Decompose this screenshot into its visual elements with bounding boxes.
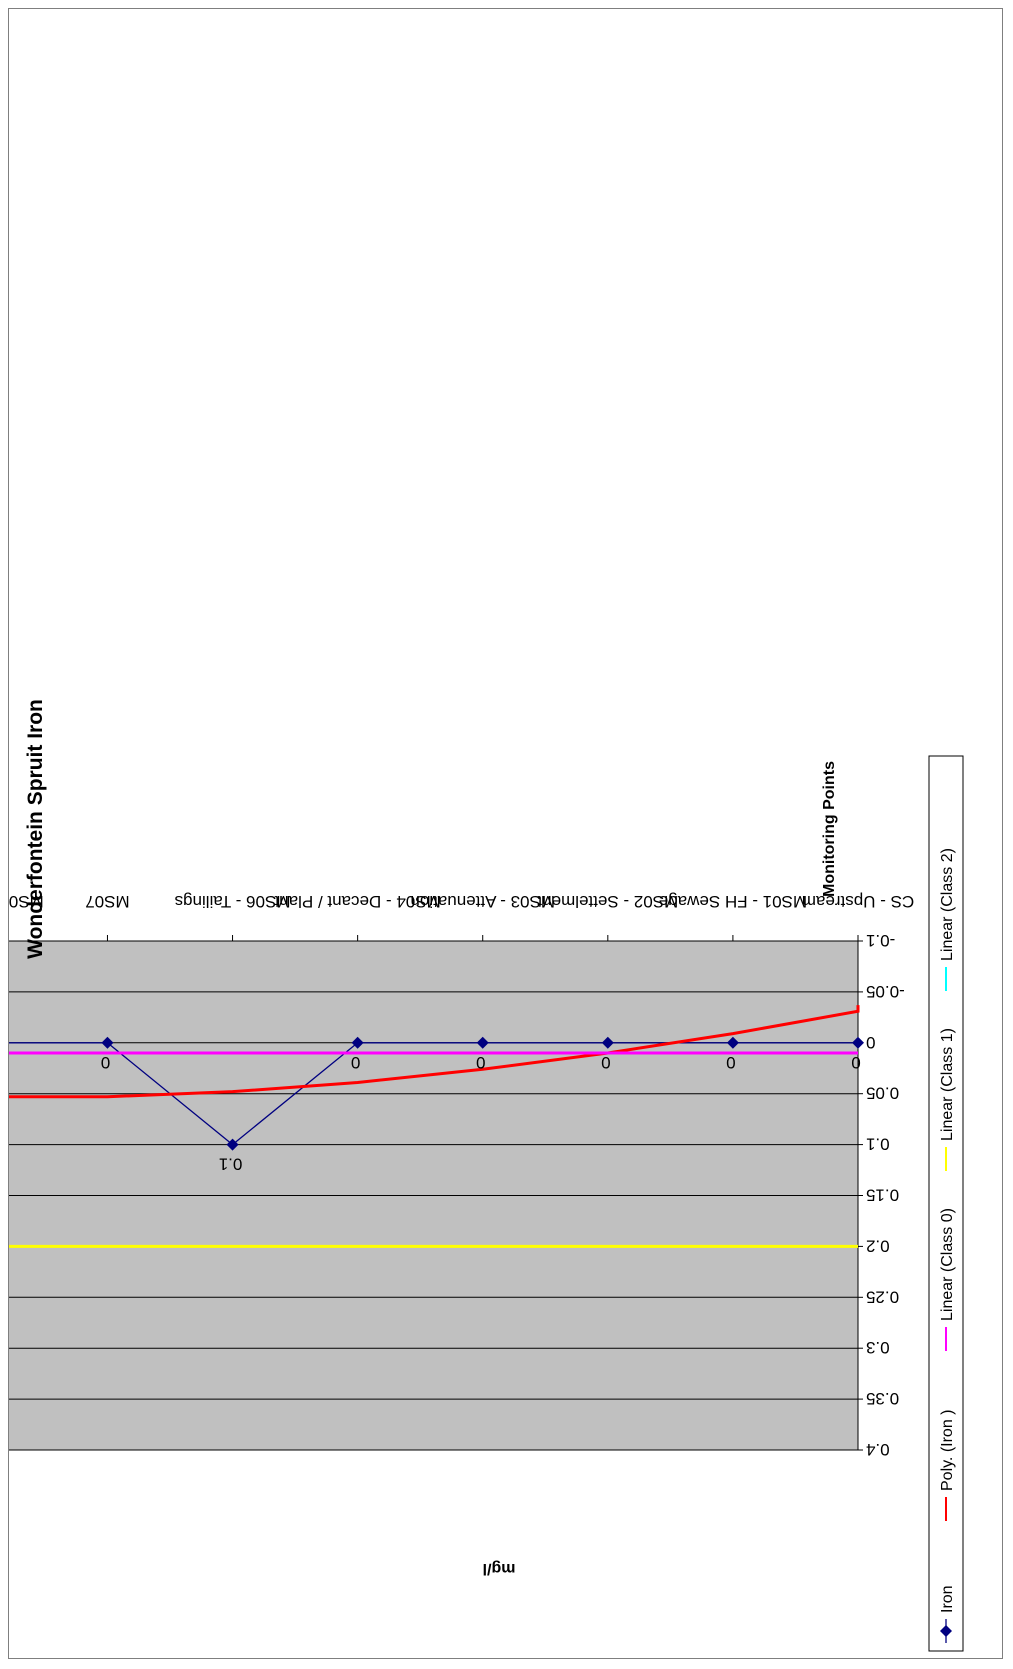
legend-marker	[940, 1625, 952, 1637]
data-point	[101, 1036, 114, 1049]
legend-label: Linear (Class 2)	[939, 848, 956, 961]
legend-label: Linear (Class 1)	[939, 1028, 956, 1141]
data-point	[852, 1036, 864, 1049]
x-tick-label: MS01 - FH Sewage	[659, 892, 807, 911]
data-point	[476, 1036, 489, 1049]
y-tick-label: 0	[866, 1033, 875, 1052]
y-tick-label: -0.05	[866, 982, 905, 1001]
y-tick-label: 0.15	[866, 1186, 899, 1205]
data-label: 0	[351, 1053, 360, 1072]
y-tick-label: 0.35	[866, 1389, 899, 1408]
y-tick-label: 0.3	[866, 1338, 890, 1357]
y-tick-label: 0.1	[866, 1135, 890, 1154]
x-tick-label: MS08 - Cooke 1	[9, 892, 44, 911]
axes: -0.1 -0.05 0 0.05 0.1 0.15 0.2 0.25 0.3 0.35 0.4 CS…	[9, 892, 914, 1459]
data-label: 0	[476, 1053, 485, 1072]
data-label: 0.1	[219, 1155, 243, 1174]
chart-frame: -0.1 -0.05 0 0.05 0.1 0.15 0.2 0.25 0.3 0.35 0.4 CS…	[8, 8, 1003, 1659]
x-tick-label: MS02 - Settelment	[537, 892, 678, 911]
legend-box	[928, 755, 964, 1652]
y-tick-label: -0.1	[866, 931, 895, 950]
data-point	[601, 1036, 614, 1049]
x-axis-title: Monitoring Points	[821, 761, 838, 897]
data-label: 0	[101, 1053, 110, 1072]
y-tick-label: 0.25	[866, 1287, 899, 1306]
x-tick-label: MS04 - Decant / Plant	[274, 892, 441, 911]
chart-title: Wonderfontein Spruit Iron	[24, 699, 47, 959]
legend-label: Iron	[939, 1585, 956, 1613]
x-tick-label: CS - Upstream	[802, 892, 914, 911]
legend-label: Linear (Class 0)	[939, 1208, 956, 1321]
gridlines	[9, 991, 858, 1451]
series-layer	[9, 1005, 864, 1248]
data-point	[351, 1036, 364, 1049]
data-label: 0	[601, 1053, 610, 1072]
data-label: 0	[726, 1053, 735, 1072]
legend-label: Poly. (Iron )	[939, 1410, 956, 1492]
chart-svg: -0.1 -0.05 0 0.05 0.1 0.15 0.2 0.25 0.3 0.35 0.4 CS…	[9, 699, 964, 1652]
data-point	[226, 1138, 239, 1151]
data-point	[726, 1036, 739, 1049]
y-tick-label: 0.4	[866, 1440, 890, 1459]
x-tick-label: MS03 - Attenuation	[410, 892, 555, 911]
y-tick-label: 0.05	[866, 1084, 899, 1103]
y-axis-title: mg/l	[483, 1560, 516, 1577]
legend: Iron Poly. (Iron ) Linear (Class 0) Linear …	[928, 755, 964, 1652]
series-line	[9, 1005, 860, 1099]
x-tick-label: MS06 - Tailings	[175, 892, 291, 911]
data-label: 0	[851, 1053, 860, 1072]
x-tick-label: MS07	[85, 892, 129, 911]
y-tick-label: 0.2	[866, 1236, 890, 1255]
